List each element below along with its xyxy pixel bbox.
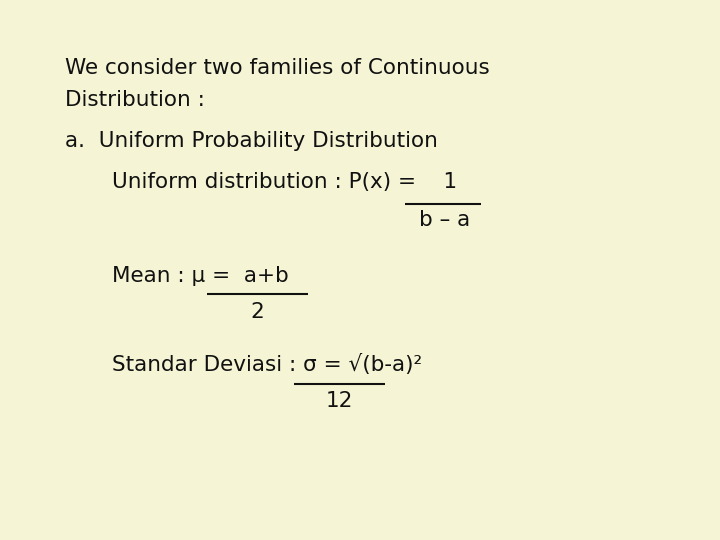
Text: Standar Deviasi : σ = √(b-a)²: Standar Deviasi : σ = √(b-a)²	[112, 354, 422, 375]
Text: We consider two families of Continuous: We consider two families of Continuous	[65, 57, 490, 78]
Text: Uniform distribution : P(x) =    1: Uniform distribution : P(x) = 1	[112, 172, 456, 192]
Text: Distribution :: Distribution :	[65, 90, 204, 110]
Text: 12: 12	[326, 390, 354, 411]
Text: 2: 2	[251, 302, 264, 322]
Text: Mean : μ =  a+b: Mean : μ = a+b	[112, 266, 288, 287]
Text: a.  Uniform Probability Distribution: a. Uniform Probability Distribution	[65, 131, 438, 152]
Text: b – a: b – a	[419, 210, 470, 230]
